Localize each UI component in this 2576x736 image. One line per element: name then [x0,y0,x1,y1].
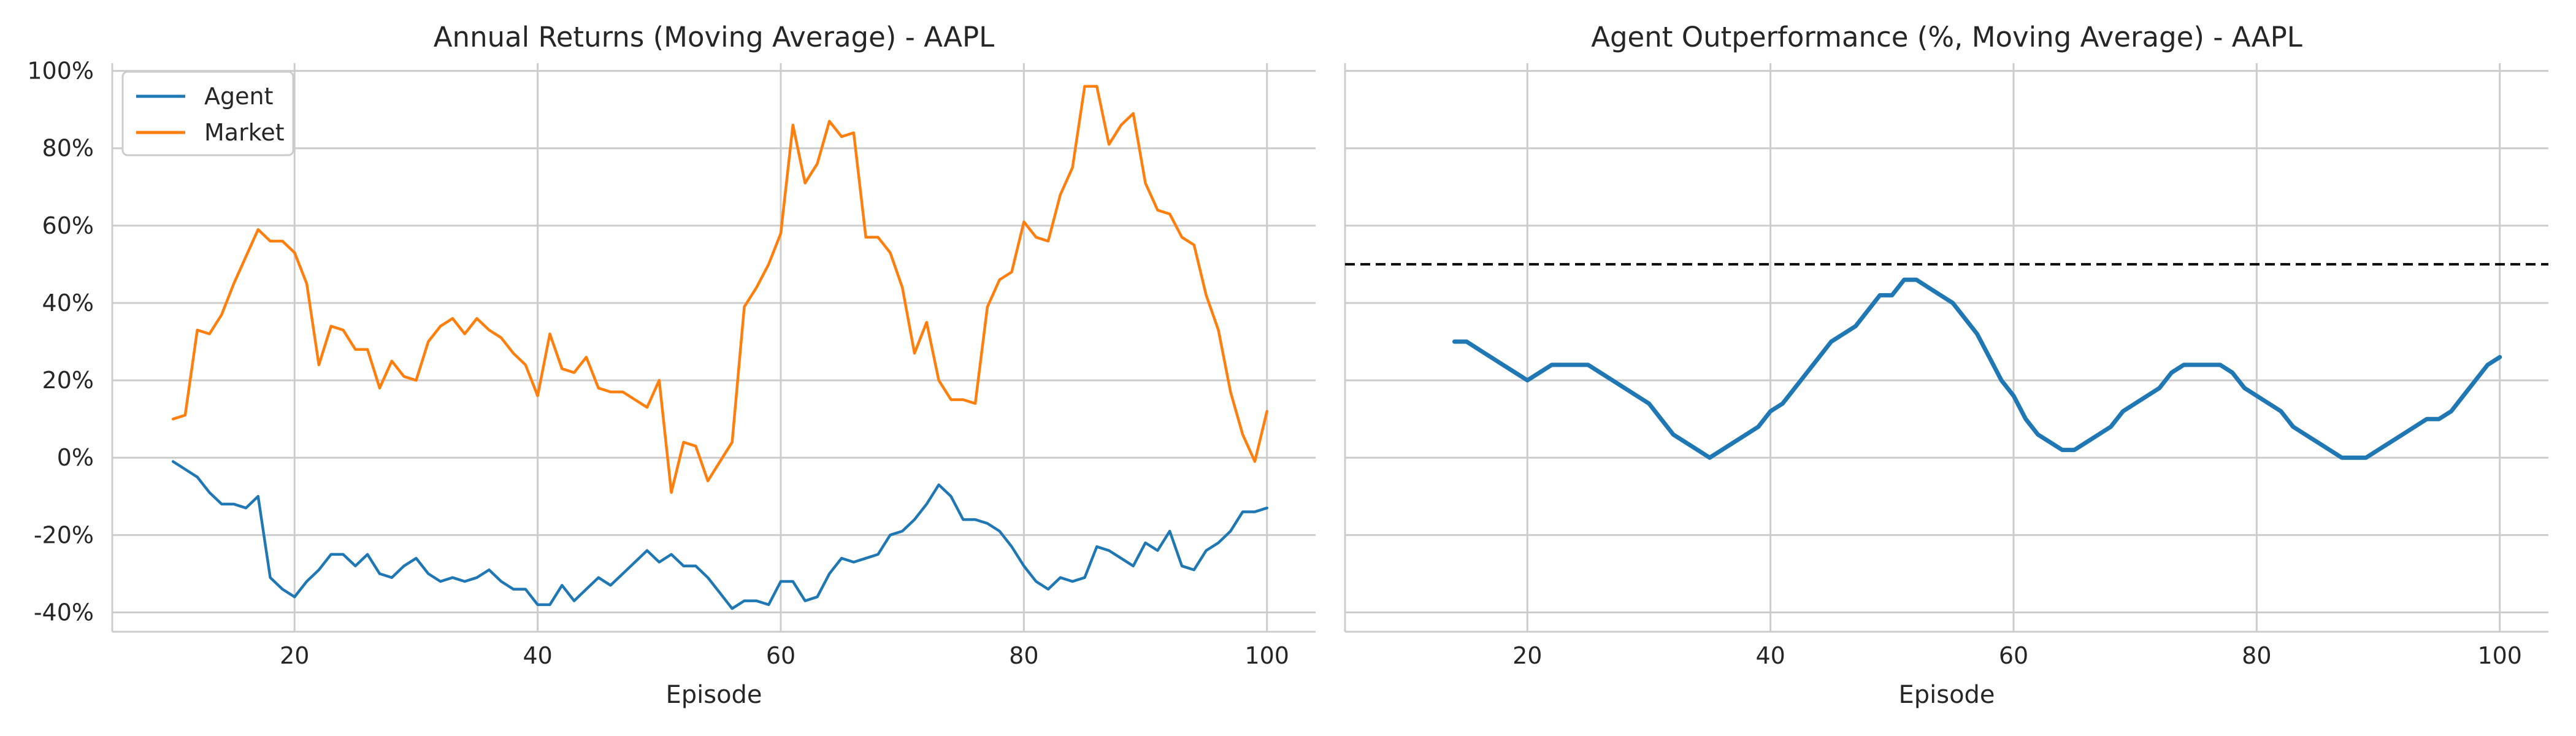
x-tick-label: 40 [523,642,552,669]
y-tick-label: 40% [42,289,94,316]
series-line-agent [171,460,1268,610]
x-tick-label: 60 [766,642,795,669]
chart-title: Agent Outperformance (%, Moving Average)… [1591,21,2302,53]
y-tick-label: 20% [42,367,94,394]
legend-label-market: Market [204,119,285,146]
returns-chart: 20 40 60 80 100 -40% -20% 0% 20% 40% 60% 80% 100% Ann… [27,21,1316,709]
y-tick-label: 100% [27,58,94,85]
series-line-market [171,85,1268,494]
y-tick-label: -20% [34,521,94,548]
x-tick-label: 100 [2477,642,2522,669]
y-tick-label: 60% [42,212,94,239]
x-axis-label: Episode [1898,681,1995,709]
x-tick-label: 80 [1009,642,1038,669]
x-tick-label: 40 [1755,642,1785,669]
legend-label-agent: Agent [204,83,273,110]
series-line-outperformance [1452,277,2502,460]
y-tick-label: -40% [34,599,94,626]
y-tick-label: 0% [57,444,94,471]
x-tick-label: 60 [1999,642,2028,669]
x-tick-label: 20 [280,642,309,669]
y-tick-label: 80% [42,135,94,162]
legend: Agent Market [121,71,294,156]
chart-title: Annual Returns (Moving Average) - AAPL [434,21,994,53]
x-tick-label: 20 [1512,642,1542,669]
x-tick-label: 80 [2242,642,2271,669]
x-axis-label: Episode [665,681,762,709]
legend-box [121,71,294,156]
x-tick-label: 100 [1244,642,1289,669]
outperformance-chart: 20 40 60 80 100 Agent Outperformance (%, Movi… [1344,21,2548,709]
